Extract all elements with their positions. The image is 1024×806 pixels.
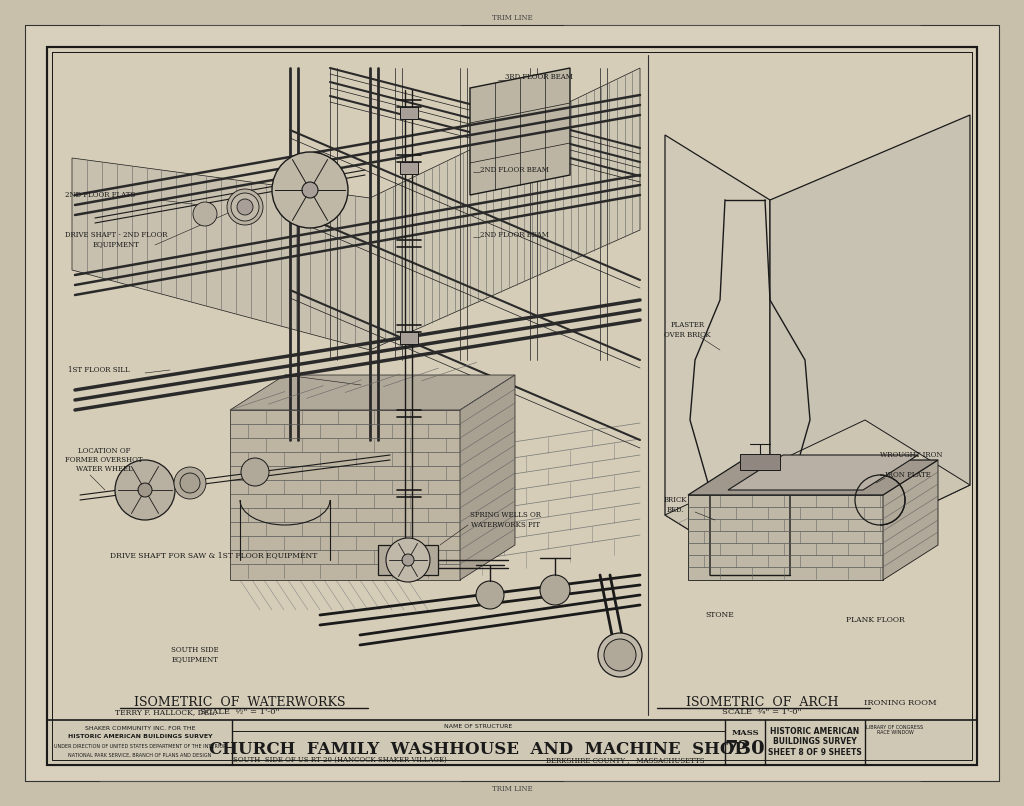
Circle shape [174, 467, 206, 499]
Circle shape [540, 575, 570, 605]
Text: TERRY F. HALLOCK, DEL.: TERRY F. HALLOCK, DEL. [115, 708, 217, 716]
Bar [650, 57, 977, 715]
Bar [740, 454, 780, 470]
Circle shape [604, 639, 636, 671]
Circle shape [241, 458, 269, 486]
Text: STONE: STONE [706, 611, 734, 619]
Polygon shape [230, 375, 515, 410]
Text: DRIVE SHAFT FOR SAW & 1ST FLOOR EQUIPMENT: DRIVE SHAFT FOR SAW & 1ST FLOOR EQUIPMEN… [110, 551, 317, 559]
Polygon shape [665, 420, 970, 580]
Text: NAME OF STRUCTURE: NAME OF STRUCTURE [443, 724, 512, 729]
Circle shape [227, 189, 263, 225]
Polygon shape [72, 158, 370, 350]
Text: 2ND FLOOR FLATS: 2ND FLOOR FLATS [65, 191, 135, 199]
Bar [400, 332, 418, 344]
Circle shape [598, 633, 642, 677]
Polygon shape [688, 495, 883, 580]
Text: 3RD FLOOR BEAM: 3RD FLOOR BEAM [505, 73, 572, 81]
Text: HISTORIC AMERICAN
BUILDINGS SURVEY
SHEET 8 OF 9 SHEETS: HISTORIC AMERICAN BUILDINGS SURVEY SHEET… [768, 727, 862, 757]
Polygon shape [770, 115, 970, 580]
Text: TRIM LINE: TRIM LINE [492, 14, 532, 22]
Text: WROUGHT IRON: WROUGHT IRON [880, 451, 942, 459]
Text: SCALE  ¾" = 1'-0": SCALE ¾" = 1'-0" [722, 708, 802, 716]
Text: IRONING ROOM: IRONING ROOM [863, 699, 936, 707]
Polygon shape [665, 135, 770, 580]
Text: BRICK
BED.: BRICK BED. [664, 496, 687, 513]
Bar [400, 107, 418, 119]
Bar [52, 52, 972, 760]
Polygon shape [470, 68, 570, 195]
Circle shape [402, 554, 414, 566]
Bar [52, 52, 972, 760]
Text: PLASTER
OVER BRICK: PLASTER OVER BRICK [664, 322, 711, 339]
Text: HISTORIC AMERICAN BUILDINGS SURVEY: HISTORIC AMERICAN BUILDINGS SURVEY [68, 734, 212, 739]
Circle shape [115, 460, 175, 520]
Circle shape [138, 483, 152, 497]
Circle shape [193, 202, 217, 226]
Text: 1ST FLOOR SILL: 1ST FLOOR SILL [68, 366, 130, 374]
Circle shape [476, 581, 504, 609]
Circle shape [231, 193, 259, 221]
Circle shape [180, 473, 200, 493]
Text: ISOMETRIC  OF  WATERWORKS: ISOMETRIC OF WATERWORKS [134, 696, 346, 709]
Text: 2ND FLOOR BEAM: 2ND FLOOR BEAM [480, 231, 549, 239]
Text: LOCATION OF
FORMER OVERSHOT
WATER WHEEL: LOCATION OF FORMER OVERSHOT WATER WHEEL [65, 447, 142, 473]
Text: LIBRARY OF CONGRESS
RACE WINDOW: LIBRARY OF CONGRESS RACE WINDOW [866, 725, 924, 735]
Text: SOUTH  SIDE OF US RT 20 (HANCOCK SHAKER VILLAGE): SOUTH SIDE OF US RT 20 (HANCOCK SHAKER V… [233, 756, 446, 764]
Polygon shape [230, 410, 460, 580]
Bar [47, 720, 977, 765]
Text: MASS: MASS [731, 729, 759, 737]
Text: SCALE  ½" = 1'-0": SCALE ½" = 1'-0" [201, 708, 280, 716]
Circle shape [302, 182, 318, 198]
Circle shape [272, 152, 348, 228]
Bar [47, 47, 977, 765]
Text: DRIVE SHAFT - 2ND FLOOR
EQUIPMENT: DRIVE SHAFT - 2ND FLOOR EQUIPMENT [65, 231, 168, 248]
Text: UNDER DIRECTION OF UNITED STATES DEPARTMENT OF THE INTERIOR: UNDER DIRECTION OF UNITED STATES DEPARTM… [53, 745, 226, 750]
Circle shape [386, 538, 430, 582]
Text: 2ND FLOOR BEAM: 2ND FLOOR BEAM [480, 166, 549, 174]
Text: TRIM LINE: TRIM LINE [492, 785, 532, 793]
Text: 730: 730 [725, 740, 765, 758]
Text: BERKSHIRE COUNTY ,   MASSACHUSETTS: BERKSHIRE COUNTY , MASSACHUSETTS [546, 756, 705, 764]
Text: IRON PLATE: IRON PLATE [885, 471, 931, 479]
Bar [378, 545, 438, 575]
Text: CHURCH  FAMILY  WASHHOUSE  AND  MACHINE  SHOP: CHURCH FAMILY WASHHOUSE AND MACHINE SHOP [209, 741, 746, 758]
Bar [400, 162, 418, 174]
Polygon shape [460, 375, 515, 580]
Text: PLANK FLOOR: PLANK FLOOR [846, 616, 904, 624]
Text: NATIONAL PARK SERVICE, BRANCH OF PLANS AND DESIGN: NATIONAL PARK SERVICE, BRANCH OF PLANS A… [69, 753, 212, 758]
Polygon shape [728, 455, 918, 490]
Text: SHAKER COMMUNITY INC. FOR THE: SHAKER COMMUNITY INC. FOR THE [85, 725, 196, 730]
Text: ISOMETRIC  OF  ARCH: ISOMETRIC OF ARCH [686, 696, 839, 709]
Bar [47, 47, 977, 765]
Bar [55, 57, 645, 715]
Polygon shape [688, 460, 938, 495]
Text: SPRING WELLS OR
WATERWORKS PIT: SPRING WELLS OR WATERWORKS PIT [470, 511, 541, 529]
Polygon shape [370, 68, 640, 350]
Polygon shape [883, 460, 938, 580]
Circle shape [237, 199, 253, 215]
Text: SOUTH SIDE
EQUIPMENT: SOUTH SIDE EQUIPMENT [171, 646, 219, 663]
